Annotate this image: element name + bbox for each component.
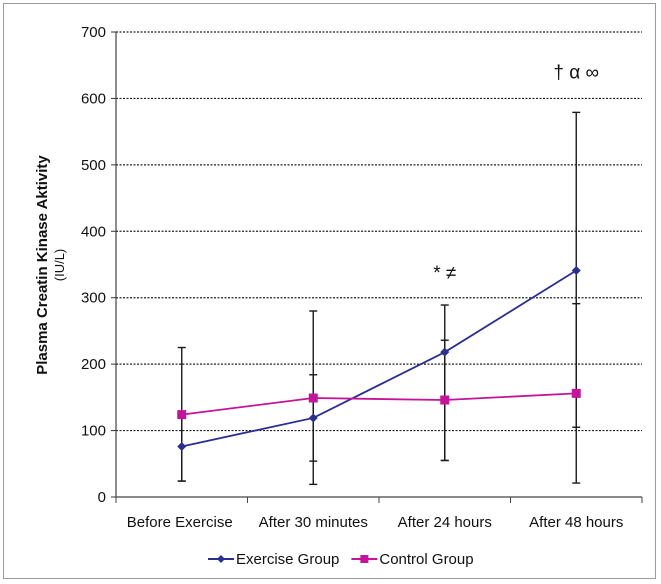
annotation-2: † α ∞ <box>553 63 599 84</box>
error-bars <box>177 111 581 486</box>
legend-swatch-marker <box>360 555 369 563</box>
point-2-1 <box>177 410 187 420</box>
y-tick-300: 300 <box>81 290 106 307</box>
annotation-1: * ≠ <box>433 263 456 284</box>
x-tick-labels: Before Exercise After 30 minutes After 24 … <box>127 514 624 531</box>
x-tick-0: Before Exercise <box>127 514 233 531</box>
legend-item-1: Exercise Group <box>208 551 339 568</box>
series-line-2 <box>181 392 577 416</box>
y-tick-400: 400 <box>81 223 106 240</box>
x-tick-2: After 24 hours <box>398 514 492 531</box>
y-tick-500: 500 <box>81 157 106 174</box>
x-tick-3: After 48 hours <box>529 514 623 531</box>
y-axis-label-group: Plasma Creatin Kinase Aktivity (IU/L) <box>34 155 67 375</box>
x-tick-1: After 30 minutes <box>259 514 368 531</box>
y-tick-labels: 0 100 200 300 400 500 600 700 <box>81 24 106 506</box>
legend-item-2: Control Group <box>351 551 474 568</box>
y-tick-600: 600 <box>81 90 106 107</box>
y-tick-100: 100 <box>81 423 106 440</box>
legend-label-1: Exercise Group <box>236 551 339 568</box>
y-tick-700: 700 <box>81 24 106 41</box>
series-line-1 <box>181 269 577 448</box>
point-2-2 <box>308 393 318 403</box>
point-2-3 <box>440 395 450 405</box>
y-axis-unit: (IU/L) <box>52 249 67 282</box>
legend: Exercise Group Control Group <box>208 551 474 568</box>
axes <box>111 31 643 503</box>
point-2-4 <box>571 388 581 398</box>
legend-label-2: Control Group <box>379 551 473 568</box>
legend-swatch-marker <box>217 555 225 563</box>
series-lines <box>181 269 577 448</box>
y-axis-label: Plasma Creatin Kinase Aktivity <box>34 155 51 375</box>
error-bar-2-4 <box>572 302 581 428</box>
series-markers <box>177 265 581 452</box>
y-tick-200: 200 <box>81 356 106 373</box>
y-tick-0: 0 <box>98 489 106 506</box>
point-1-3 <box>440 347 450 357</box>
point-1-1 <box>177 442 187 452</box>
significance-annotations: * ≠ † α ∞ <box>433 63 599 285</box>
grid-lines <box>116 31 642 432</box>
point-1-4 <box>571 265 581 275</box>
point-1-2 <box>308 413 318 423</box>
